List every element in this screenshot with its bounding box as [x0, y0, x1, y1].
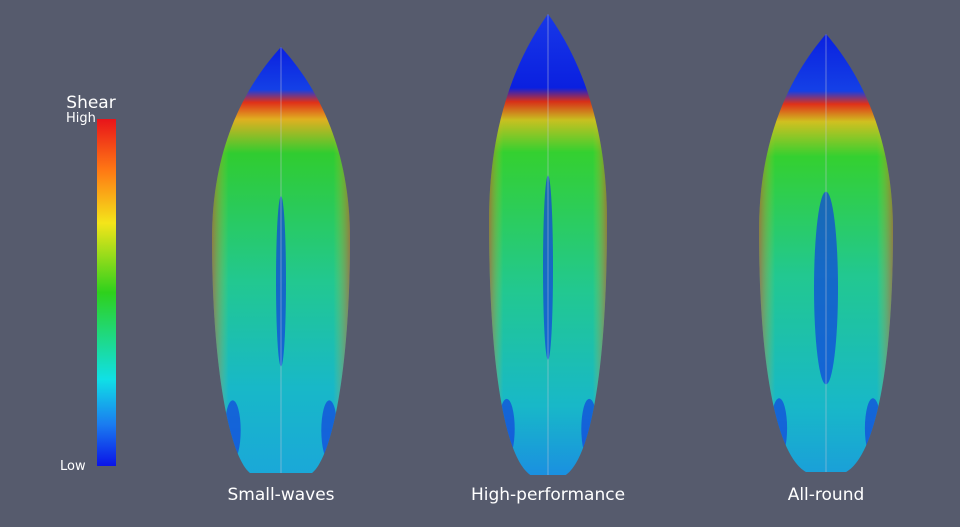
surfboard: Small-waves: [212, 47, 350, 505]
legend-title: Shear: [66, 93, 115, 113]
surfboard: High-performance: [471, 14, 625, 505]
color-legend: Shear High Low: [60, 93, 116, 474]
legend-high: High: [66, 111, 96, 126]
board-label: High-performance: [471, 485, 625, 505]
boards: Small-waves High-performance All-round: [212, 14, 893, 505]
tail-zone: [864, 398, 881, 459]
board-detail: [212, 47, 350, 473]
board-label: Small-waves: [227, 485, 334, 505]
tail-zone: [224, 400, 241, 461]
tail-zone: [498, 398, 515, 459]
tail-zone: [771, 398, 788, 459]
tail-zone: [581, 398, 598, 459]
surfboard: All-round: [759, 34, 893, 505]
tail-zone: [321, 400, 338, 461]
board-label: All-round: [788, 485, 865, 505]
board-detail: [759, 34, 893, 472]
legend-low: Low: [60, 459, 86, 474]
board-detail: [489, 14, 607, 475]
color-bar: [97, 119, 116, 466]
